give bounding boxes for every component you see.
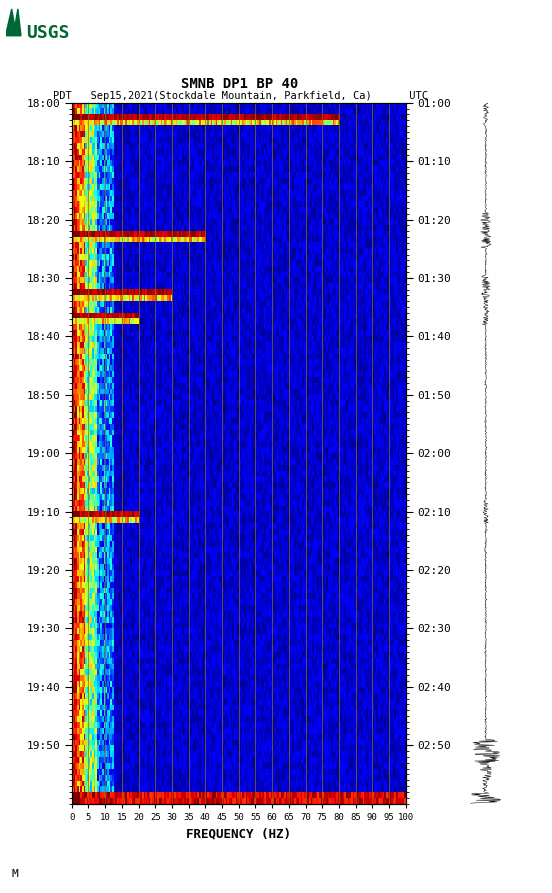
Text: SMNB DP1 BP 40: SMNB DP1 BP 40 — [182, 77, 299, 91]
Polygon shape — [6, 9, 21, 36]
Text: M: M — [11, 869, 18, 879]
X-axis label: FREQUENCY (HZ): FREQUENCY (HZ) — [186, 827, 291, 840]
Text: USGS: USGS — [26, 24, 70, 42]
Text: PDT   Sep15,2021(Stockdale Mountain, Parkfield, Ca)      UTC: PDT Sep15,2021(Stockdale Mountain, Parkf… — [52, 90, 428, 101]
